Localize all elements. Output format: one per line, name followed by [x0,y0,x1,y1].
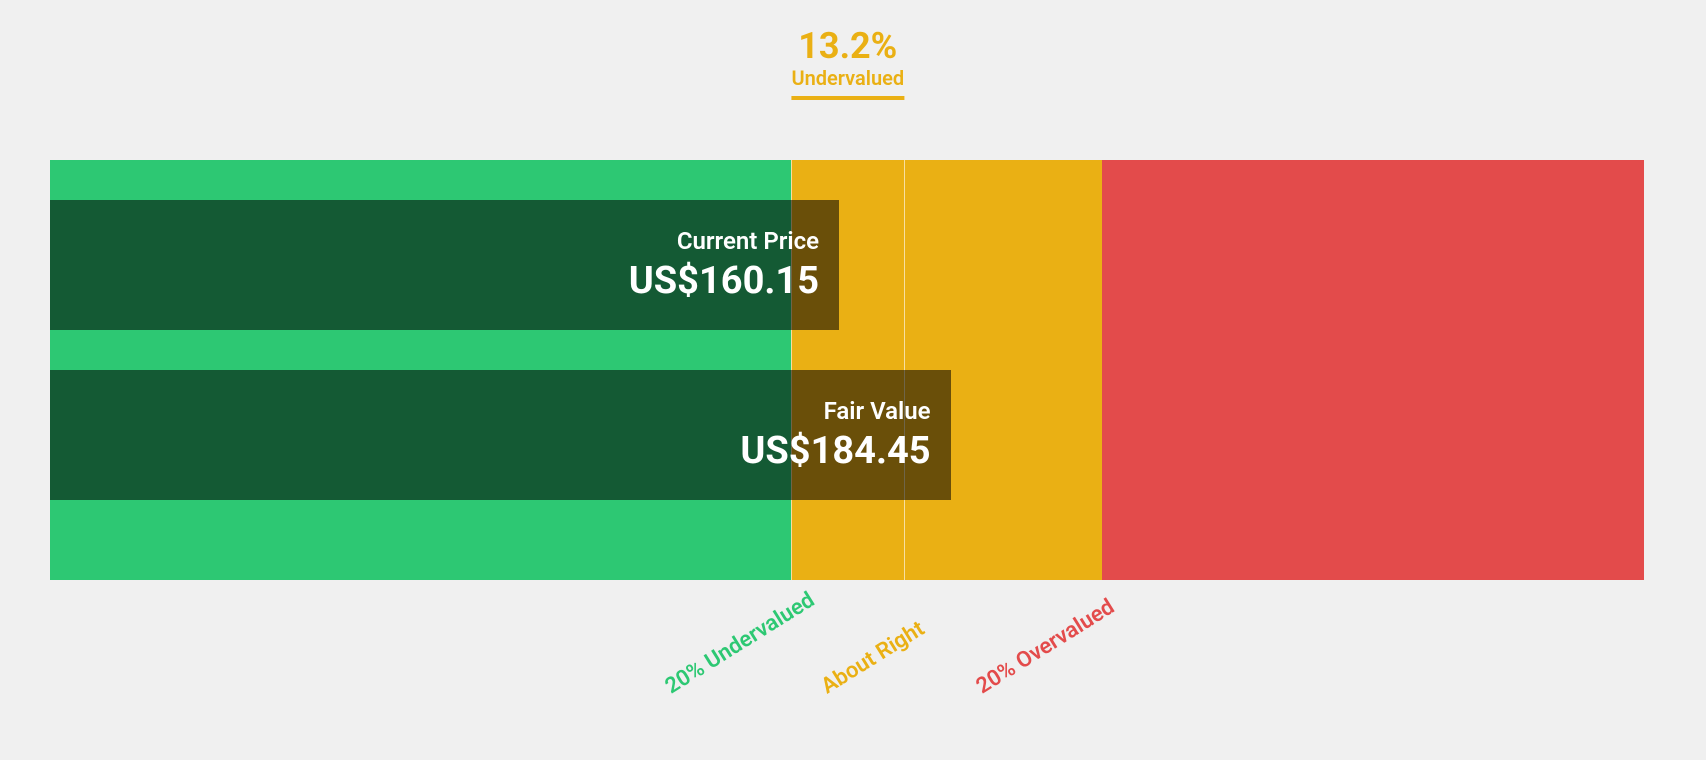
callout-underline [791,96,904,100]
valuation-callout: 13.2% Undervalued [791,28,904,100]
fair-value-value: US$184.45 [740,429,930,473]
current-price-label: Current Price [629,227,819,255]
valuation-chart: Current Price US$160.15 Fair Value US$18… [50,160,1644,580]
callout-label: Undervalued [791,66,904,90]
fair-value-text: Fair Value US$184.45 [740,397,930,473]
axis-label-overvalued: 20% Overvalued [972,594,1119,699]
current-price-value: US$160.15 [629,259,819,303]
current-price-bar: Current Price US$160.15 [50,200,839,330]
callout-percent: 13.2% [791,28,904,64]
axis-label-undervalued: 20% Undervalued [661,588,819,700]
fair-value-label: Fair Value [740,397,930,425]
axis-label-about-right: About Right [817,616,929,699]
fair-value-bar: Fair Value US$184.45 [50,370,951,500]
current-price-text: Current Price US$160.15 [629,227,819,303]
zone-overvalued [1102,160,1644,580]
